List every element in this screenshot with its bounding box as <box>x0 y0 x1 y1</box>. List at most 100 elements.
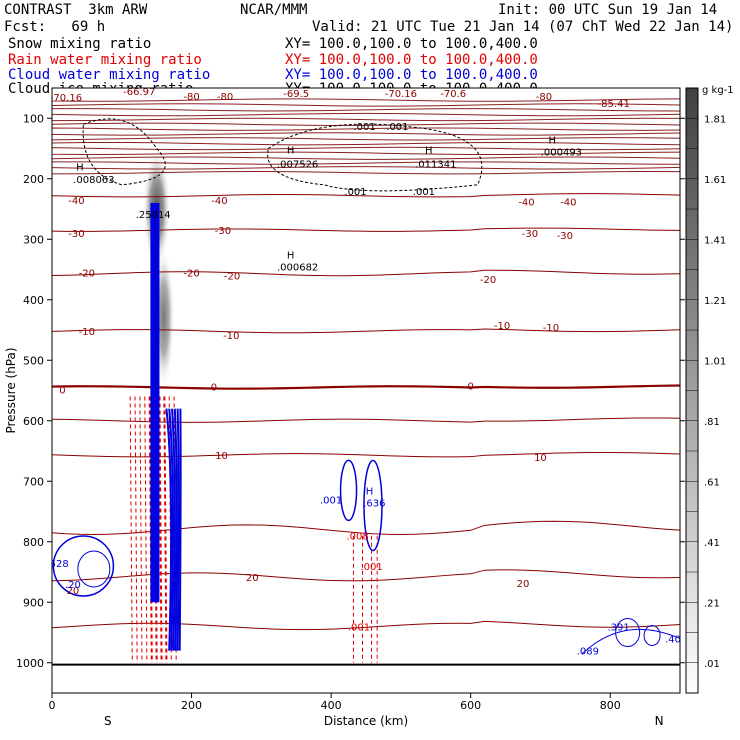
cloud-water-column <box>150 202 160 603</box>
isotherm-label: 20 <box>67 586 80 597</box>
y-tick-label: 900 <box>23 596 44 609</box>
isotherm-label: -40 <box>560 198 576 209</box>
temperature-contour <box>52 141 680 146</box>
y-tick-label: 100 <box>23 112 44 125</box>
colorbar-label: 1.21 <box>704 296 726 307</box>
y-tick-label: 800 <box>23 536 44 549</box>
x-tick-label: 0 <box>49 699 56 712</box>
field-xy-rain: XY= 100.0,100.0 to 100.0,400.0 <box>285 52 538 68</box>
cloud-ice-contour <box>82 118 166 186</box>
max-value-label: .001 <box>348 622 370 633</box>
y-tick-label: 500 <box>23 354 44 367</box>
temperature-contour <box>52 166 680 170</box>
forecast-hour: Fcst: 69 h <box>4 19 106 35</box>
isotherm-label: -69.5 <box>283 89 309 100</box>
max-value-label: .001 <box>413 187 435 198</box>
isotherm-label: -70.6 <box>440 89 466 100</box>
max-value-label: .008063 <box>73 175 114 186</box>
cloud-water-contour <box>615 618 641 647</box>
plot-frame <box>51 87 681 694</box>
field-name-snow: Snow mixing ratio <box>8 36 152 52</box>
cloud-water-contour <box>173 408 178 651</box>
x-end-label-south: S <box>104 714 112 728</box>
init-time: Init: 00 UTC Sun 19 Jan 14 <box>498 2 718 18</box>
max-value-label: .528 <box>46 559 68 570</box>
cloud-water-contour <box>178 408 182 651</box>
x-tick-label: 800 <box>600 699 621 712</box>
isotherm-label: 0 <box>467 382 473 393</box>
colorbar-unit: g kg-1 <box>702 85 734 96</box>
colorbar-label: 1.81 <box>704 114 726 125</box>
isotherm-label: -40 <box>518 198 534 209</box>
rain-contour <box>139 396 143 663</box>
x-axis-label: Distance (km) <box>324 714 408 728</box>
cloud-water-contour <box>168 408 174 651</box>
colorbar-label: 1.41 <box>704 235 726 246</box>
max-value-label: .636 <box>363 498 385 509</box>
colorbar-label: .41 <box>704 538 720 549</box>
temperature-contour <box>52 103 680 107</box>
isotherm-label: -80 <box>217 92 233 103</box>
plot-area: -70.16 -66.97 -80 -80 -69.5 -70.16 -70.6 -80 -85… <box>46 87 681 693</box>
isotherm-label: 20 <box>246 573 259 584</box>
max-value-label: .001 <box>344 187 366 198</box>
temperature-contour <box>52 122 680 126</box>
isotherm-label: -10 <box>79 327 95 338</box>
cloud-water-contour <box>171 408 176 651</box>
cloud-water-contour <box>165 408 173 651</box>
high-marker: H <box>287 146 295 157</box>
colorbar-label: .01 <box>704 659 720 670</box>
temperature-contour <box>52 137 680 141</box>
y-tick-label: 700 <box>23 475 44 488</box>
center-title: NCAR/MMM <box>240 2 308 18</box>
y-tick-label: 600 <box>23 415 44 428</box>
isotherm-label: -70.16 <box>385 89 417 100</box>
max-value-label: .001 <box>353 122 375 133</box>
field-xy-cloud-water: XY= 100.0,100.0 to 100.0,400.0 <box>285 67 538 83</box>
isotherm-label: -40 <box>68 196 84 207</box>
x-tick-label: 200 <box>181 699 202 712</box>
rain-contour <box>134 396 138 663</box>
isotherm-label: -80 <box>536 92 552 103</box>
cloud-water-contour <box>581 628 680 655</box>
isotherm-label: -10 <box>494 321 510 332</box>
max-value-label: .20 <box>65 580 81 591</box>
high-marker: H <box>549 135 557 146</box>
isotherm-label: -85.41 <box>598 99 630 110</box>
y-tick-label: 400 <box>23 294 44 307</box>
cloud-water-contour <box>643 625 661 647</box>
temperature-contour <box>52 127 680 131</box>
max-value-label: .25814 <box>136 210 171 221</box>
isotherm-label: -80 <box>183 92 199 103</box>
temperature-contour <box>52 132 680 136</box>
x-tick-label: 400 <box>321 699 342 712</box>
isotherm-label: -10 <box>223 331 239 342</box>
rain-contour <box>158 396 163 663</box>
isotherm-label: 10 <box>534 453 547 464</box>
max-value-label: .391 <box>607 622 629 633</box>
temperature-contour <box>52 151 680 156</box>
high-marker: H <box>287 250 295 261</box>
field-name-cloud-water: Cloud water mixing ratio <box>8 67 211 83</box>
high-marker: H <box>425 146 433 157</box>
isotherm-label: -20 <box>224 272 240 283</box>
max-value-label: .001 <box>320 495 342 506</box>
rain-contour <box>129 396 133 663</box>
max-value-label: .011341 <box>415 160 456 171</box>
isotherm-label: -30 <box>522 229 538 240</box>
colorbar-label: .21 <box>704 598 720 609</box>
cloud-water-contour <box>339 459 358 522</box>
cloud-water-contour <box>176 408 180 651</box>
x-tick-label: 600 <box>460 699 481 712</box>
isotherm-label: -30 <box>68 229 84 240</box>
cloud-water-contour <box>363 459 383 552</box>
max-value-label: .40 <box>665 635 681 646</box>
temperature-contour <box>52 108 680 112</box>
high-marker: H <box>76 163 84 174</box>
x-end-label-north: N <box>655 714 664 728</box>
field-xy-snow: XY= 100.0,100.0 to 100.0,400.0 <box>285 36 538 52</box>
colorbar-label: .61 <box>704 477 720 488</box>
isotherm-label: -66.97 <box>123 87 155 98</box>
